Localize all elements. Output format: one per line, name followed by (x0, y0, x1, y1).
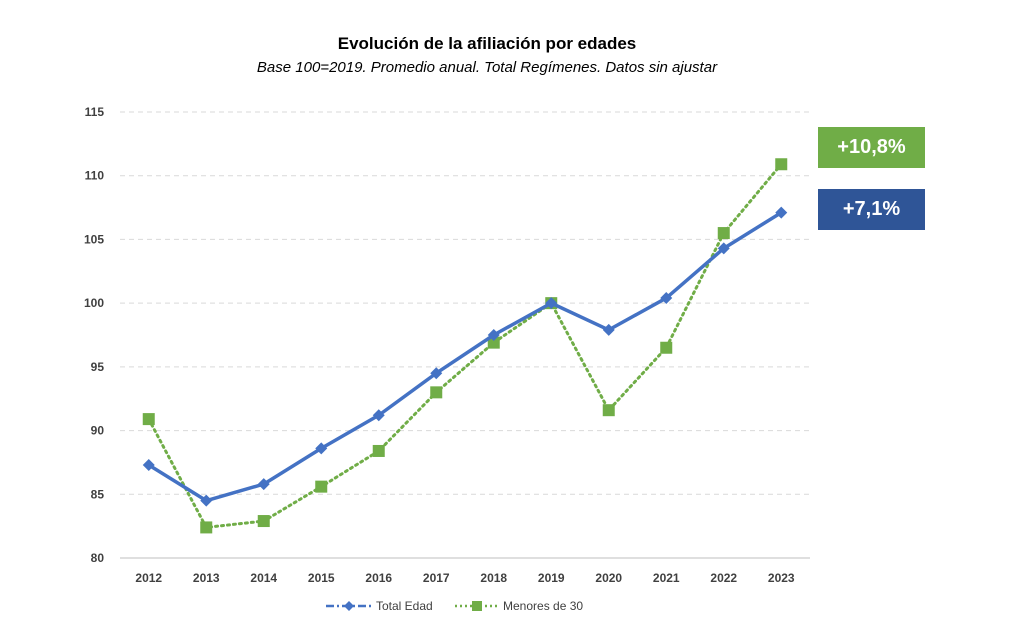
x-tick-label: 2012 (135, 571, 162, 585)
x-tick-label: 2020 (595, 571, 622, 585)
x-tick-label: 2016 (365, 571, 392, 585)
point-total-edad (545, 297, 558, 310)
x-tick-label: 2022 (710, 571, 737, 585)
point-total-edad (315, 442, 328, 455)
y-tick-label: 80 (91, 551, 105, 565)
y-tick-label: 110 (85, 169, 105, 183)
point-menores-30 (315, 480, 328, 493)
series-line-0 (147, 211, 783, 503)
y-axis-ticks: 80 85 90 95 100 105 110 115 (84, 105, 104, 565)
point-total-edad (602, 323, 615, 336)
point-total-edad (717, 242, 730, 255)
point-menores-30 (430, 386, 443, 399)
annotation-menores-30: +10,8% (818, 127, 925, 168)
point-total-edad (660, 292, 673, 305)
x-tick-label: 2017 (423, 571, 450, 585)
point-menores-30 (487, 336, 500, 349)
x-axis-ticks: 2012 2013 2014 2015 2016 2017 2018 2019 2020 2021… (135, 571, 795, 585)
point-total-edad (200, 494, 213, 507)
x-tick-label: 2018 (480, 571, 507, 585)
point-menores-30 (660, 341, 673, 354)
x-tick-label: 2015 (308, 571, 335, 585)
point-menores-30 (775, 158, 788, 171)
y-tick-label: 105 (84, 232, 104, 246)
point-menores-30 (142, 413, 155, 426)
chart-title: Evolución de la afiliación por edades (337, 34, 637, 53)
point-menores-30 (602, 404, 615, 417)
series-group (142, 158, 788, 534)
legend-label-menores-30: Menores de 30 (503, 599, 583, 613)
x-tick-label: 2019 (538, 571, 565, 585)
y-tick-label: 100 (84, 296, 104, 310)
legend: Total Edad Menores de 30 (326, 599, 583, 613)
series-line-1 (147, 162, 783, 529)
y-tick-label: 95 (91, 360, 105, 374)
chart-subtitle: Base 100=2019. Promedio anual. Total Reg… (256, 59, 718, 76)
point-menores-30 (257, 515, 270, 528)
point-menores-30 (200, 521, 213, 534)
x-tick-label: 2023 (768, 571, 795, 585)
point-menores-30 (372, 444, 385, 457)
legend-label-total-edad: Total Edad (376, 599, 433, 613)
x-tick-label: 2013 (193, 571, 220, 585)
y-tick-label: 90 (91, 424, 105, 438)
gridlines (120, 111, 810, 559)
point-total-edad (142, 458, 155, 471)
point-menores-30 (717, 227, 730, 240)
annotation-total-edad: +7,1% (818, 189, 925, 230)
point-total-edad (430, 367, 443, 380)
point-total-edad (372, 409, 385, 422)
y-tick-label: 115 (85, 105, 105, 119)
legend-marker-total-edad (344, 601, 354, 611)
point-total-edad (775, 206, 788, 219)
point-total-edad (257, 478, 270, 491)
point-total-edad (487, 329, 500, 341)
x-tick-label: 2014 (250, 571, 277, 585)
x-tick-label: 2021 (653, 571, 680, 585)
y-tick-label: 85 (91, 487, 105, 501)
legend-marker-menores-30 (472, 601, 482, 611)
